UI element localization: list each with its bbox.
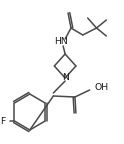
Text: OH: OH bbox=[95, 83, 109, 91]
Text: HN: HN bbox=[54, 37, 68, 47]
Text: N: N bbox=[62, 73, 69, 83]
Text: F: F bbox=[0, 116, 5, 126]
